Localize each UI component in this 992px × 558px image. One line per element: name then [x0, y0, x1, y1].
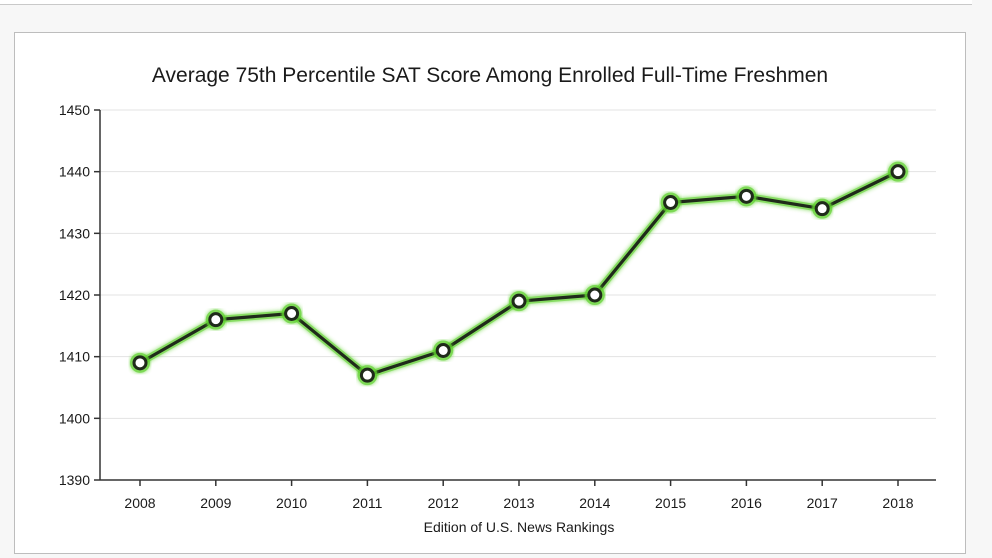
data-point — [132, 355, 148, 371]
series-line-group — [136, 168, 902, 379]
x-axis-label: Edition of U.S. News Rankings — [424, 519, 615, 535]
gridlines — [100, 109, 936, 419]
data-point-glow — [888, 161, 908, 182]
x-tick-label: 2015 — [655, 495, 686, 511]
data-point — [208, 312, 224, 328]
x-tick-label: 2009 — [200, 495, 231, 511]
data-point-glow — [736, 186, 757, 207]
data-points — [130, 161, 908, 386]
x-tick-label: 2017 — [807, 495, 838, 511]
series-line — [138, 170, 900, 377]
top-divider — [0, 0, 972, 5]
data-point — [587, 287, 603, 303]
x-tick-label: 2014 — [579, 495, 610, 511]
data-point-glow — [281, 303, 302, 324]
y-axis-ticks: 1390 1400 1410 1420 1430 1440 1450 — [59, 102, 100, 488]
x-tick-label: 2010 — [276, 495, 307, 511]
x-tick-label: 2013 — [503, 495, 534, 511]
x-tick-label: 2016 — [731, 495, 762, 511]
data-point — [511, 293, 527, 309]
data-point-glow — [433, 340, 454, 361]
chart-frame — [14, 32, 966, 554]
chart-title: Average 75th Percentile SAT Score Among … — [152, 64, 828, 87]
data-point-glow — [357, 365, 378, 386]
x-tick-label: 2008 — [124, 495, 155, 511]
data-point — [814, 201, 830, 217]
data-point-glow — [509, 291, 529, 312]
data-point — [359, 367, 375, 383]
data-point-glow — [584, 285, 605, 305]
y-tick-label: 1430 — [59, 225, 90, 241]
y-tick-label: 1440 — [59, 164, 90, 180]
y-tick-label: 1400 — [59, 410, 90, 426]
data-point — [435, 343, 451, 358]
y-tick-label: 1390 — [59, 472, 90, 488]
data-point-glow — [812, 198, 833, 219]
data-point — [663, 195, 679, 210]
data-point — [284, 306, 300, 321]
data-point — [890, 164, 906, 180]
y-tick-label: 1410 — [59, 349, 90, 365]
x-tick-label: 2018 — [882, 495, 913, 511]
data-point-glow — [205, 309, 226, 330]
x-tick-label: 2012 — [428, 495, 459, 511]
x-tick-label: 2011 — [352, 495, 382, 511]
data-point — [738, 188, 754, 204]
x-axis-ticks: 2008 2009 2010 2011 2012 2013 2014 2015 2016 2017… — [124, 480, 914, 511]
y-tick-label: 1420 — [59, 287, 90, 303]
data-point-glow — [130, 352, 150, 373]
data-point-glow — [660, 192, 681, 213]
y-tick-label: 1450 — [59, 102, 90, 118]
